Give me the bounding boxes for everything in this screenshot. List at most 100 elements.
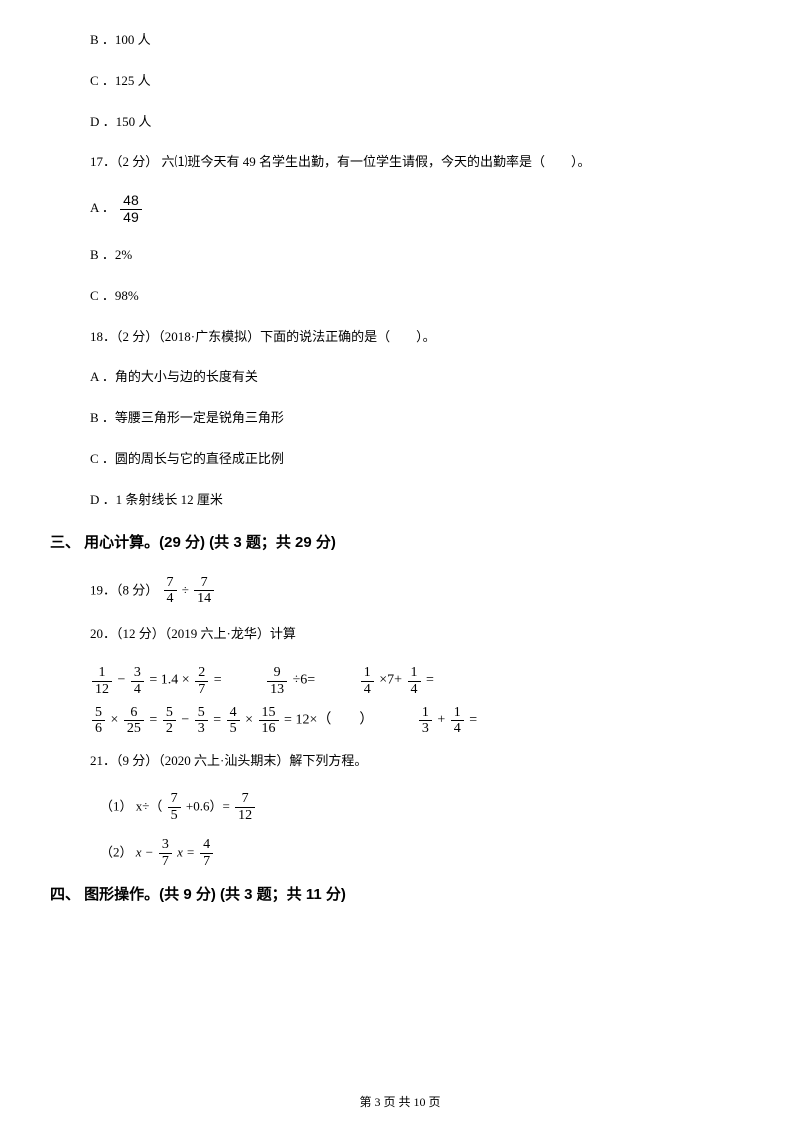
suffix: = [426, 673, 434, 688]
frac-num: 4 [200, 837, 213, 853]
q17-a-prefix: A ． [90, 200, 115, 215]
frac: 625 [124, 705, 144, 737]
q20-row1: 112 − 34 = 1.4 × 27 = 913 ÷6= 14 ×7+ 14 … [90, 665, 750, 697]
frac: 75 [168, 791, 181, 823]
frac-num: 1 [451, 705, 464, 721]
q21-s2-xminus: x − [136, 845, 157, 860]
frac: 34 [131, 665, 144, 697]
q21-s2-prefix: （2） [100, 845, 133, 860]
q18-option-b: B ．等腰三角形一定是锐角三角形 [90, 408, 750, 429]
frac-num: 4 [227, 705, 240, 721]
q19-frac1: 7 4 [164, 575, 177, 607]
frac-den: 12 [235, 808, 255, 823]
frac: 56 [92, 705, 105, 737]
frac-num: 15 [259, 705, 279, 721]
q19-div: ÷ [182, 582, 192, 597]
q21-text: 21．（9 分）（2020 六上·汕头期末）解下列方程。 [90, 751, 750, 772]
op: − [118, 673, 129, 688]
suffix: ÷6= [293, 673, 316, 688]
op: = [213, 713, 224, 728]
frac-den: 4 [131, 682, 144, 697]
frac-den: 4 [164, 591, 177, 606]
q18-option-d: D ．1 条射线长 12 厘米 [90, 490, 750, 511]
frac-num: 1 [419, 705, 432, 721]
q20-r1-e2: 913 ÷6= [265, 665, 315, 697]
frac-num: 7 [194, 575, 214, 591]
q20-r1-e1: 112 − 34 = 1.4 × 27 = [90, 665, 222, 697]
frac: 913 [267, 665, 287, 697]
frac-num: 5 [92, 705, 105, 721]
q17-text: 17．（2 分） 六⑴班今天有 49 名学生出勤，有一位学生请假，今天的出勤率是… [90, 152, 750, 173]
frac: 112 [92, 665, 112, 697]
q20-text: 20．（12 分）（2019 六上·龙华）计算 [90, 624, 750, 645]
q21-sub1: （1） x÷（ 75 +0.6）= 712 [100, 791, 750, 823]
frac-den: 4 [408, 682, 421, 697]
frac-den: 14 [194, 591, 214, 606]
frac-num: 6 [124, 705, 144, 721]
q19-frac2: 7 14 [194, 575, 214, 607]
q18-option-c: C ．圆的周长与它的直径成正比例 [90, 449, 750, 470]
q20-r2-e2: 13 + 14 = [417, 705, 477, 737]
q21-sub2: （2） x − 37 x = 47 [100, 837, 750, 869]
frac-den: 5 [168, 808, 181, 823]
op: = [284, 713, 295, 728]
q20-row2: 56 × 625 = 52 − 53 = 45 × 1516 = 12×（ ） … [90, 705, 750, 737]
frac: 1516 [259, 705, 279, 737]
frac-num: 1 [92, 665, 112, 681]
frac: 712 [235, 791, 255, 823]
frac-den: 13 [267, 682, 287, 697]
mid: ×7+ [379, 673, 405, 688]
section-3-title: 三、 用心计算。(29 分) (共 3 题；共 29 分) [50, 531, 750, 555]
q18-text: 18．（2 分）（2018·广东模拟）下面的说法正确的是（ ）。 [90, 327, 750, 348]
q19: 19．（8 分） 7 4 ÷ 7 14 [90, 575, 750, 607]
frac-den: 16 [259, 721, 279, 736]
frac: 27 [195, 665, 208, 697]
q21-s1-prefix: （1） x÷（ [100, 799, 162, 814]
frac-den: 3 [419, 721, 432, 736]
q16-option-b: B ．100 人 [90, 30, 750, 51]
frac: 14 [408, 665, 421, 697]
frac-den: 49 [120, 210, 142, 225]
q17-a-fraction: 48 49 [120, 193, 142, 225]
frac-num: 3 [159, 837, 172, 853]
op: × [111, 713, 122, 728]
frac-den: 4 [361, 682, 374, 697]
q18-option-a: A ．角的大小与边的长度有关 [90, 367, 750, 388]
frac-den: 2 [163, 721, 176, 736]
frac-num: 5 [163, 705, 176, 721]
q20-r2-e1: 56 × 625 = 52 − 53 = 45 × 1516 = 12×（ ） [90, 705, 373, 737]
frac-num: 1 [361, 665, 374, 681]
frac: 13 [419, 705, 432, 737]
page-footer: 第 3 页 共 10 页 [0, 1093, 800, 1112]
frac-den: 3 [195, 721, 208, 736]
frac-den: 7 [195, 682, 208, 697]
op: = [149, 713, 160, 728]
frac-den: 5 [227, 721, 240, 736]
frac-num: 9 [267, 665, 287, 681]
frac: 52 [163, 705, 176, 737]
frac: 47 [200, 837, 213, 869]
frac-num: 2 [195, 665, 208, 681]
frac: 14 [361, 665, 374, 697]
frac-den: 6 [92, 721, 105, 736]
frac-num: 48 [120, 193, 142, 209]
section-4-title: 四、 图形操作。(共 9 分) (共 3 题；共 11 分) [50, 883, 750, 907]
frac-den: 12 [92, 682, 112, 697]
mid: = 1.4 × [149, 673, 193, 688]
frac-den: 4 [451, 721, 464, 736]
frac-num: 7 [164, 575, 177, 591]
frac-den: 7 [200, 854, 213, 869]
q17-option-a: A ． 48 49 [90, 193, 750, 225]
q21-s2-xeq: x = [177, 845, 198, 860]
frac-num: 3 [131, 665, 144, 681]
q16-option-c: C ．125 人 [90, 71, 750, 92]
op: + [437, 713, 448, 728]
suffix: = [214, 673, 222, 688]
q20-r1-e3: 14 ×7+ 14 = [359, 665, 434, 697]
frac-den: 25 [124, 721, 144, 736]
frac-num: 5 [195, 705, 208, 721]
frac: 14 [451, 705, 464, 737]
frac-den: 7 [159, 854, 172, 869]
suffix: 12×（ ） [295, 713, 373, 728]
q19-prefix: 19．（8 分） [90, 582, 158, 597]
